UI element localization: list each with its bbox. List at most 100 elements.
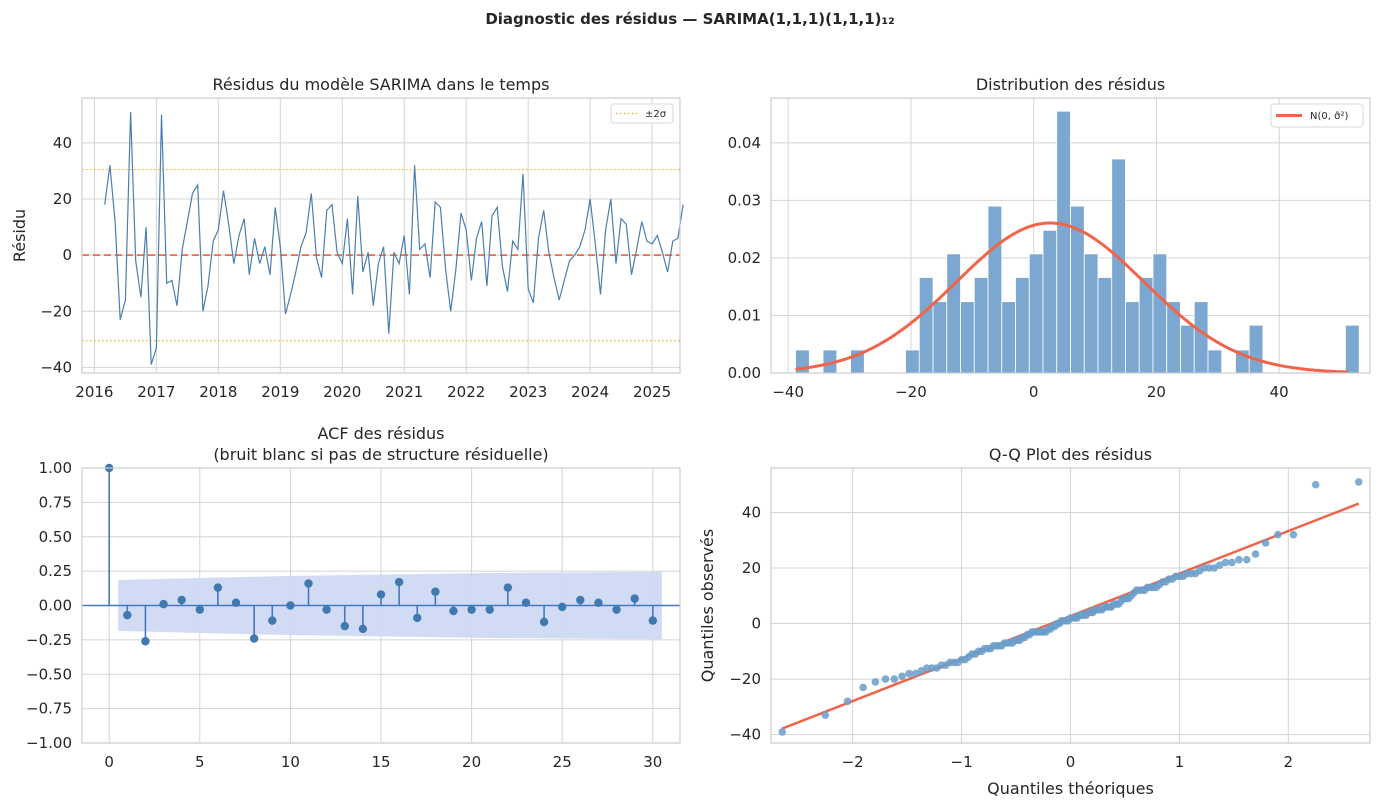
qq-point	[890, 675, 899, 683]
y-tick-label: −0.75	[26, 700, 72, 718]
x-tick-label: 10	[281, 753, 300, 771]
histogram-bar	[932, 301, 948, 374]
qq-point	[898, 672, 906, 681]
x-tick-label: 25	[553, 753, 572, 771]
x-tick-label: 20	[1147, 383, 1166, 401]
x-tick-label: 2019	[261, 383, 299, 401]
x-tick-label: 2020	[323, 383, 361, 401]
histogram-bar	[973, 277, 989, 374]
x-tick-label: 15	[371, 753, 390, 771]
y-tick-label: 0.02	[728, 249, 761, 267]
y-tick-label: −40	[40, 358, 72, 376]
qq-point	[881, 675, 890, 683]
y-tick-label: 0	[62, 246, 72, 264]
histogram-bar	[1042, 229, 1058, 374]
x-tick-label: 40	[1270, 383, 1289, 401]
x-tick-label: 0	[104, 753, 114, 771]
y-tick-label: 0.50	[39, 528, 72, 546]
qq-point	[871, 678, 880, 686]
qq-point	[1235, 555, 1243, 564]
x-tick-label: 2017	[137, 383, 175, 401]
acf-marker	[521, 598, 531, 607]
acf-marker	[648, 616, 658, 625]
grid-lines	[82, 98, 680, 373]
acf-marker	[213, 583, 223, 592]
y-tick-label: −1.00	[26, 734, 72, 752]
acf-marker	[286, 601, 295, 610]
acf-marker	[358, 624, 368, 634]
qq-points	[778, 478, 1363, 736]
acf-marker	[159, 599, 168, 609]
acf-marker	[612, 605, 621, 614]
acf-marker	[394, 577, 404, 587]
chart-subtitle: (bruit blanc si pas de structure résidue…	[213, 445, 548, 464]
y-tick-label: −0.25	[26, 631, 72, 649]
acf-marker	[376, 590, 386, 599]
histogram-bar	[1138, 277, 1154, 374]
x-tick-label: −2	[842, 753, 864, 771]
acf-marker	[576, 595, 585, 605]
qq-point	[1242, 555, 1251, 564]
legend: N(0, σ̂²)	[1270, 103, 1364, 128]
y-tick-label: 0.00	[39, 597, 72, 615]
legend-box	[610, 103, 674, 124]
x-tick-label: 2022	[447, 383, 485, 401]
chart-title: Q-Q Plot des résidus	[989, 445, 1152, 464]
residuals-qq-panel: −2 −1 0 1 2 −40 −20 0 20 40 Q-Q Plot des résidus Qu…	[698, 445, 1371, 798]
histogram-bar	[987, 205, 1003, 374]
histogram-bar	[946, 253, 961, 374]
y-tick-label: −40	[729, 726, 761, 744]
y-tick-label: 0.00	[728, 364, 761, 382]
acf-marker	[539, 617, 549, 627]
qq-point	[821, 711, 830, 720]
residual-series-line	[104, 111, 684, 365]
x-tick-label: 5	[195, 753, 205, 771]
y-tick-label: 20	[742, 559, 761, 577]
y-tick-label: −0.50	[26, 665, 72, 683]
qq-point	[1215, 561, 1224, 570]
histogram-bar	[1207, 349, 1223, 374]
x-tick-label: 2025	[633, 383, 671, 401]
legend: ±2σ	[610, 103, 674, 124]
histogram-bar	[1345, 324, 1360, 374]
qq-point	[1311, 480, 1320, 489]
acf-marker	[431, 587, 440, 596]
x-tick-label: 20	[462, 753, 481, 771]
x-tick-label: 30	[643, 753, 662, 771]
acf-marker	[630, 594, 639, 603]
y-tick-label: 20	[53, 190, 72, 208]
x-tick-label: 2016	[75, 383, 113, 401]
histogram-bar	[1001, 301, 1016, 374]
acf-marker	[485, 605, 494, 614]
x-tick-label: 2018	[199, 383, 237, 401]
y-tick-label: 1.00	[39, 459, 72, 477]
y-tick-label: 0.25	[39, 562, 72, 580]
acf-marker	[304, 579, 313, 588]
histogram-bar	[1056, 110, 1071, 374]
qq-point	[1251, 550, 1260, 558]
x-tick-label: 2024	[571, 383, 609, 401]
qq-point	[905, 669, 913, 678]
qq-point	[843, 697, 852, 706]
axes-frame	[770, 467, 1371, 744]
histogram-bar	[1111, 158, 1126, 374]
axes-frame	[81, 97, 681, 374]
acf-marker	[558, 602, 567, 612]
y-tick-label: 0.04	[728, 134, 761, 152]
y-axis-label: Résidu	[10, 209, 29, 262]
x-tick-label: 2021	[385, 383, 423, 401]
y-axis-label: Quantiles observés	[698, 529, 717, 682]
histogram-bar	[1180, 324, 1195, 374]
acf-marker	[123, 610, 132, 620]
y-tick-label: −20	[40, 302, 72, 320]
y-tick-label: 40	[742, 503, 761, 521]
y-tick-label: 0	[751, 615, 761, 633]
grid-lines	[771, 468, 1370, 743]
qq-point	[778, 728, 787, 736]
y-tick-label: 40	[53, 134, 72, 152]
histogram-bar	[1152, 253, 1168, 374]
histogram-bar	[1248, 324, 1264, 374]
qq-point	[1221, 558, 1230, 567]
x-tick-label: 2	[1284, 753, 1294, 771]
